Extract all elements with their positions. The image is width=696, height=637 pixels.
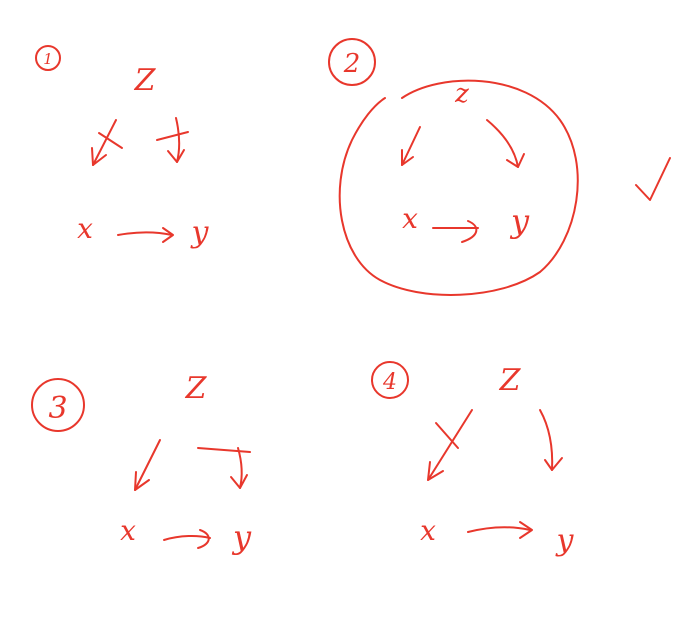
diagram-1-edge-z-y-crossed	[156, 117, 189, 163]
diagram-3-node-z: Z	[185, 371, 208, 406]
diagram-2-node-y: y	[509, 202, 530, 240]
diagram-4-number: 4	[382, 370, 397, 395]
diagram-1-edge-x-y	[117, 227, 174, 243]
diagram-3-edge-x-y	[163, 529, 211, 549]
diagram-4-edge-z-y	[539, 409, 563, 471]
diagram-4-node-y: y	[555, 523, 575, 558]
diagram-2: 2 z x y	[328, 38, 579, 296]
diagram-1-node-z: Z	[134, 63, 157, 98]
diagram-2-edge-x-y	[432, 220, 479, 243]
diagram-4-edge-x-y	[467, 521, 533, 539]
diagram-1: 1 Z x y	[35, 45, 210, 250]
diagram-2-node-x: x	[402, 202, 418, 235]
diagram-4-edge-z-x-crossed	[427, 409, 473, 481]
diagram-2-node-z: z	[454, 79, 469, 109]
diagram-2-number-badge: 2	[328, 38, 376, 86]
diagram-2-edge-z-x	[401, 126, 421, 166]
diagram-3-edge-z-x	[134, 439, 161, 491]
diagram-3-number: 3	[48, 391, 67, 426]
check-icon	[635, 157, 671, 201]
diagram-4: 4 Z x y	[371, 361, 575, 558]
diagram-1-number: 1	[43, 50, 53, 68]
diagram-2-number: 2	[343, 49, 361, 79]
diagram-2-edge-z-y	[486, 119, 525, 168]
diagram-3-node-x: x	[120, 514, 136, 547]
diagram-3-node-y: y	[231, 518, 252, 556]
diagram-4-node-z: Z	[499, 363, 522, 398]
diagram-3-number-badge: 3	[31, 378, 85, 432]
diagram-3-edge-z-y-crossed	[197, 447, 251, 489]
diagram-2-selection-circle	[338, 79, 579, 296]
diagram-1-number-badge: 1	[35, 45, 61, 71]
diagram-4-number-badge: 4	[371, 361, 409, 399]
diagram-1-node-x: x	[77, 212, 93, 245]
diagram-1-edge-z-x-crossed	[91, 119, 123, 166]
diagram-3: 3 Z x y	[31, 371, 252, 556]
diagram-4-node-x: x	[420, 514, 436, 547]
diagram-1-node-y: y	[190, 215, 210, 250]
